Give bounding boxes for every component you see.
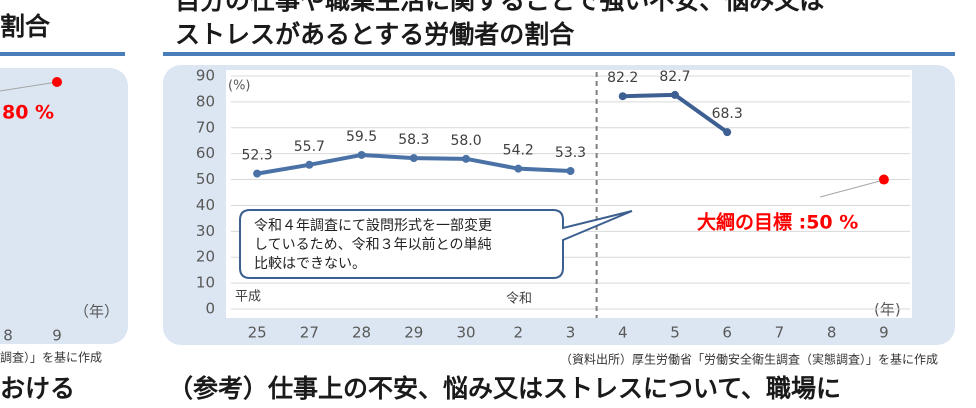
- data-label: 53.3: [555, 145, 586, 161]
- x-unit: （年）: [74, 303, 119, 321]
- target-label: 80 %: [2, 102, 54, 124]
- left-title: 割合: [0, 12, 51, 41]
- source: （資料出所）厚生労働省「労働安全衛生調査（実態調査）」を基に作成: [560, 352, 938, 367]
- data-point: [409, 154, 418, 163]
- y-tick-label: 10: [196, 274, 215, 292]
- data-point: [357, 150, 366, 159]
- y-tick-label: 20: [196, 248, 215, 266]
- y-tick-label: 40: [196, 196, 215, 214]
- x-tick-label: 7: [775, 324, 785, 342]
- y-unit: (%): [228, 79, 251, 94]
- y-tick-label: 0: [205, 300, 215, 318]
- data-point: [723, 128, 732, 137]
- y-tick-label: 90: [196, 67, 215, 85]
- title-line: 自分の仕事や職業生活に関することで強い不安、悩み又は: [175, 0, 824, 15]
- title-line: ストレスがあるとする労働者の割合: [175, 20, 575, 49]
- plot-area: [226, 70, 912, 318]
- left-footer: おける: [0, 374, 75, 403]
- x-tick-label: 29: [404, 324, 423, 342]
- data-label: 82.7: [659, 69, 690, 85]
- data-point: [514, 164, 523, 173]
- data-label: 52.3: [242, 148, 273, 164]
- data-point: [462, 154, 471, 163]
- data-point: [670, 90, 679, 99]
- leader-line: [0, 81, 58, 92]
- footer: （参考）仕事上の不安、悩み又はストレスについて、職場に: [168, 374, 841, 403]
- leader-line: [819, 180, 881, 198]
- note-line: 比較はできない。: [254, 256, 366, 272]
- data-point: [253, 169, 262, 178]
- x-tick-label: 8: [3, 327, 13, 345]
- x-tick-label: 30: [456, 324, 475, 342]
- y-tick-label: 50: [196, 170, 215, 188]
- data-label: 68.3: [712, 106, 743, 122]
- title-rule: [163, 52, 955, 56]
- era-label: 令和: [506, 292, 532, 307]
- left-panel: [0, 68, 128, 344]
- data-label: 58.0: [450, 133, 481, 149]
- x-tick-label: 9: [52, 327, 62, 345]
- note-line: 令和４年調査にて設問形式を一部変更: [254, 217, 492, 234]
- x-tick-label: 4: [618, 324, 628, 342]
- x-tick-label: 8: [827, 324, 837, 342]
- y-tick-label: 70: [196, 118, 215, 136]
- era-label: 平成: [235, 290, 261, 305]
- data-label: 58.3: [398, 132, 429, 148]
- x-tick-label: 5: [670, 324, 680, 342]
- data-label: 59.5: [346, 129, 377, 145]
- note-line: しているため、令和３年以前との単純: [254, 236, 491, 253]
- target-point: [52, 77, 62, 87]
- data-point: [618, 92, 627, 101]
- x-tick-label: 2: [513, 324, 523, 342]
- y-tick-label: 30: [196, 222, 215, 240]
- data-label: 82.2: [607, 70, 638, 86]
- source: 調査）」を基に作成: [0, 351, 102, 365]
- x-tick-label: 6: [722, 324, 732, 342]
- data-point: [566, 167, 575, 176]
- x-tick-label: 25: [248, 324, 267, 342]
- x-tick-label: 27: [300, 324, 319, 342]
- left-rule: [0, 52, 125, 56]
- note-callout: [239, 209, 633, 279]
- data-point: [878, 174, 889, 185]
- data-label: 54.2: [503, 143, 534, 159]
- x-tick-label: 28: [352, 324, 371, 342]
- x-tick-label: 3: [566, 324, 576, 342]
- y-tick-label: 60: [196, 144, 215, 162]
- y-tick-label: 80: [196, 92, 215, 110]
- x-tick-label: 9: [879, 324, 889, 342]
- target-label: 大綱の目標 :50 %: [697, 211, 858, 234]
- data-point: [305, 160, 314, 169]
- data-label: 55.7: [294, 139, 325, 155]
